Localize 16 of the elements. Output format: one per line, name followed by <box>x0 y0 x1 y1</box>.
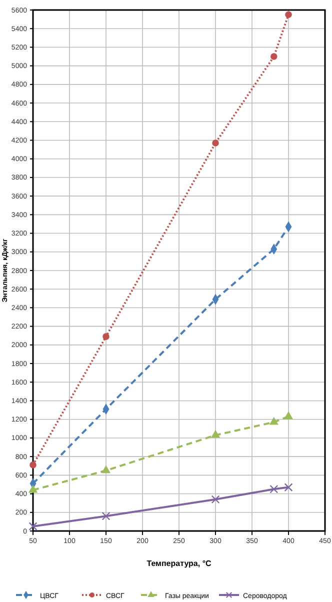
point <box>210 430 220 438</box>
point <box>270 53 278 60</box>
x-axis-title: Температура, °C <box>146 559 212 568</box>
point <box>211 495 220 504</box>
point <box>269 416 278 425</box>
point <box>270 484 278 494</box>
point <box>102 333 110 340</box>
point <box>212 140 219 146</box>
point <box>28 522 38 531</box>
point <box>30 462 36 468</box>
point <box>284 411 294 420</box>
point <box>102 512 110 520</box>
point <box>285 11 292 18</box>
point <box>28 484 38 493</box>
point <box>284 483 293 492</box>
point <box>101 465 111 474</box>
